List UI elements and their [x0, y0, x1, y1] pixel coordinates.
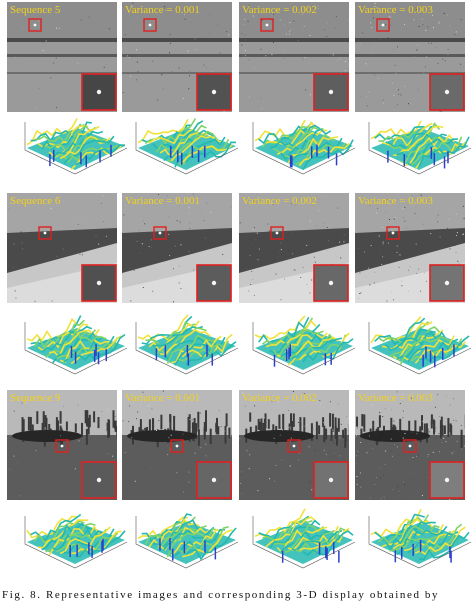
- image-tile: Sequence 5: [7, 2, 117, 112]
- target-box-icon: [260, 18, 274, 32]
- image-tile: Variance = 0.001: [122, 2, 232, 112]
- surface-plot-icon: [24, 118, 128, 175]
- variance-label: Variance = 0.001: [125, 4, 200, 16]
- target-box-icon: [403, 439, 417, 453]
- variance-label: Variance = 0.002: [242, 4, 317, 16]
- surface-plot-icon: [368, 316, 472, 375]
- frame-image: [122, 193, 232, 303]
- zoom-inset-icon: [81, 73, 117, 111]
- frame-image: [239, 2, 349, 112]
- variance-label: Variance = 0.002: [242, 195, 317, 207]
- image-tile: Variance = 0.003: [355, 390, 465, 500]
- surface-plot-icon: [252, 315, 356, 375]
- surface-plot: [21, 314, 131, 382]
- zoom-inset-icon: [196, 73, 232, 111]
- frame-image: [122, 390, 232, 500]
- figure-caption: Fig. 8. Representative images and corres…: [2, 589, 440, 601]
- image-tile: Variance = 0.002: [239, 193, 349, 303]
- image-tile: Sequence 9: [7, 390, 117, 500]
- target-box-icon: [386, 226, 400, 240]
- frame-image: [355, 193, 465, 303]
- sequence-label: Sequence 9: [10, 392, 61, 404]
- variance-label: Variance = 0.002: [242, 392, 317, 404]
- surface-plot: [132, 114, 242, 182]
- image-tile: Sequence 6: [7, 193, 117, 303]
- frame-image: [122, 2, 232, 112]
- variance-label: Variance = 0.003: [358, 195, 433, 207]
- surface-plot: [132, 508, 242, 576]
- frame-image: [239, 390, 349, 500]
- surface-plot-icon: [135, 513, 239, 569]
- target-box-icon: [376, 18, 390, 32]
- image-tile: Variance = 0.001: [122, 390, 232, 500]
- zoom-inset-icon: [429, 461, 465, 499]
- target-box-icon: [287, 439, 301, 453]
- surface-plot: [249, 508, 359, 576]
- surface-plot: [132, 314, 242, 382]
- zoom-inset-icon: [196, 264, 232, 302]
- frame-image: [7, 2, 117, 112]
- image-tile: Variance = 0.002: [239, 2, 349, 112]
- zoom-inset-icon: [313, 461, 349, 499]
- surface-plot-icon: [135, 118, 239, 175]
- sequence-label: Sequence 5: [10, 4, 61, 16]
- target-box-icon: [55, 439, 69, 453]
- surface-plot-icon: [368, 120, 472, 175]
- frame-image: [355, 390, 465, 500]
- variance-label: Variance = 0.003: [358, 392, 433, 404]
- zoom-inset-icon: [196, 461, 232, 499]
- surface-plot-icon: [24, 315, 128, 375]
- surface-plot: [365, 508, 474, 576]
- zoom-inset-icon: [81, 264, 117, 302]
- sequence-label: Sequence 6: [10, 195, 61, 207]
- surface-plot-icon: [135, 314, 239, 375]
- image-tile: Variance = 0.003: [355, 2, 465, 112]
- variance-label: Variance = 0.001: [125, 195, 200, 207]
- surface-plot-icon: [368, 509, 472, 569]
- surface-plot-icon: [252, 119, 356, 175]
- image-tile: Variance = 0.001: [122, 193, 232, 303]
- frame-image: [355, 2, 465, 112]
- target-box-icon: [28, 18, 42, 32]
- frame-image: [7, 193, 117, 303]
- image-tile: Variance = 0.003: [355, 193, 465, 303]
- surface-plot: [365, 114, 474, 182]
- frame-image: [239, 193, 349, 303]
- target-box-icon: [153, 226, 167, 240]
- zoom-inset-icon: [429, 264, 465, 302]
- target-box-icon: [270, 226, 284, 240]
- surface-plot-icon: [252, 508, 356, 569]
- surface-plot: [249, 114, 359, 182]
- surface-plot: [249, 314, 359, 382]
- zoom-inset-icon: [81, 461, 117, 499]
- zoom-inset-icon: [429, 73, 465, 111]
- surface-plot: [21, 508, 131, 576]
- target-box-icon: [38, 226, 52, 240]
- image-tile: Variance = 0.002: [239, 390, 349, 500]
- surface-plot: [21, 114, 131, 182]
- target-box-icon: [170, 439, 184, 453]
- zoom-inset-icon: [313, 264, 349, 302]
- variance-label: Variance = 0.001: [125, 392, 200, 404]
- target-box-icon: [143, 18, 157, 32]
- surface-plot: [365, 314, 474, 382]
- surface-plot-icon: [24, 513, 128, 569]
- zoom-inset-icon: [313, 73, 349, 111]
- variance-label: Variance = 0.003: [358, 4, 433, 16]
- frame-image: [7, 390, 117, 500]
